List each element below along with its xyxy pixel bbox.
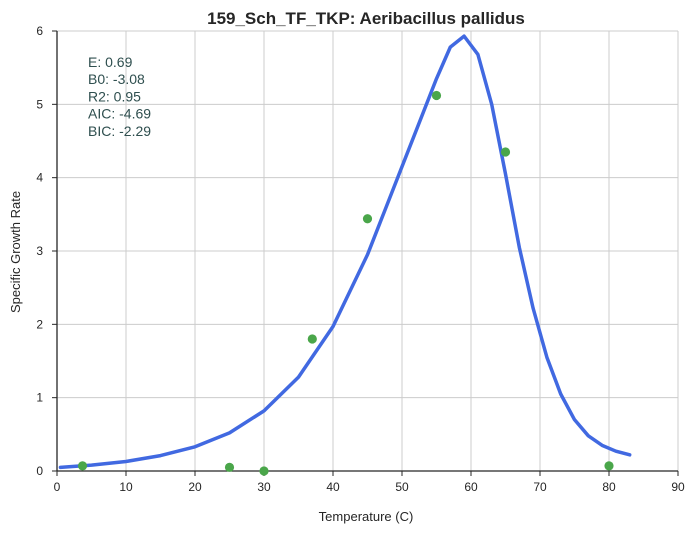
data-point — [500, 147, 511, 157]
x-tick-label: 40 — [326, 480, 340, 494]
fitted-curve — [58, 34, 632, 470]
data-point — [259, 466, 269, 476]
data-point — [431, 90, 442, 101]
data-point — [77, 461, 88, 471]
y-axis-label: Specific Growth Rate — [8, 191, 23, 313]
chart-title: 159_Sch_TF_TKP: Aeribacillus pallidus — [207, 9, 525, 28]
y-ticks: 0 1 2 3 4 5 6 — [36, 24, 57, 478]
y-tick-label: 6 — [36, 24, 43, 38]
x-tick-label: 10 — [119, 480, 133, 494]
data-point — [362, 214, 373, 224]
y-tick-label: 4 — [36, 171, 43, 185]
data-point — [604, 461, 614, 471]
x-tick-label: 20 — [188, 480, 202, 494]
fit-stat-line: BIC: -2.29 — [88, 123, 151, 139]
x-tick-label: 90 — [671, 480, 685, 494]
fit-stat-line: B0: -3.08 — [88, 71, 145, 87]
y-tick-label: 3 — [36, 244, 43, 258]
x-tick-label: 30 — [257, 480, 271, 494]
x-tick-label: 80 — [602, 480, 616, 494]
y-tick-label: 1 — [36, 391, 43, 405]
y-tick-label: 5 — [36, 97, 43, 111]
fit-stat-line: E: 0.69 — [88, 54, 133, 70]
y-tick-label: 2 — [36, 317, 43, 331]
x-tick-label: 50 — [395, 480, 409, 494]
plot-area — [58, 34, 632, 476]
x-axis-label: Temperature (C) — [319, 509, 414, 524]
x-ticks: 0 10 20 30 40 50 60 70 80 90 — [54, 471, 685, 494]
x-tick-label: 70 — [533, 480, 547, 494]
data-point — [307, 334, 317, 344]
fit-stat-line: AIC: -4.69 — [88, 106, 151, 122]
x-tick-label: 60 — [464, 480, 478, 494]
x-tick-label: 0 — [54, 480, 61, 494]
y-tick-label: 0 — [36, 464, 43, 478]
fit-stat-line: R2: 0.95 — [88, 88, 141, 104]
data-point — [224, 462, 235, 472]
